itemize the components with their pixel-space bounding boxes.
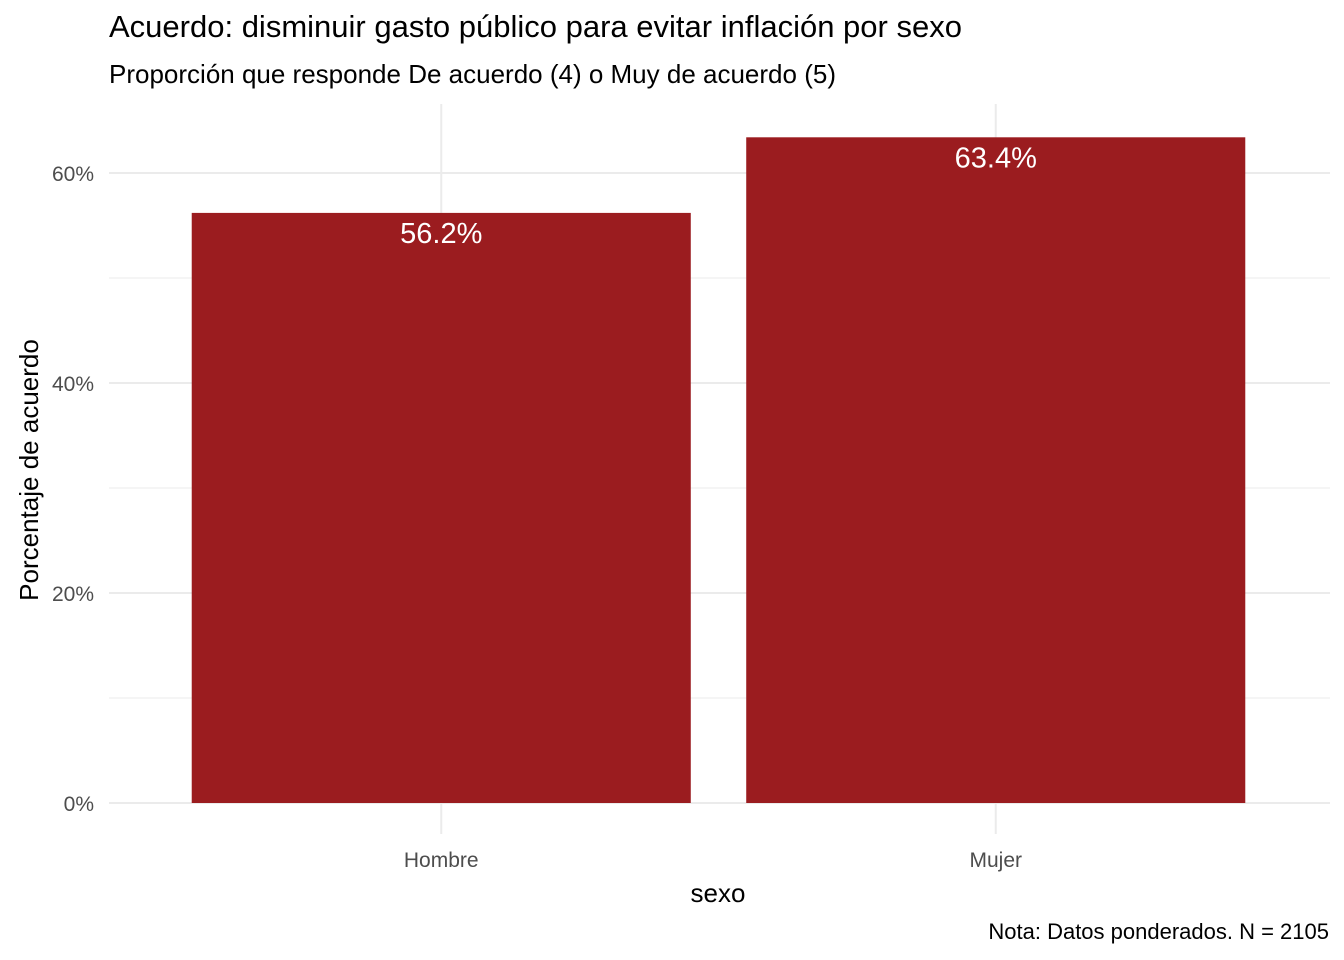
chart-title: Acuerdo: disminuir gasto público para ev… — [109, 9, 962, 44]
x-tick-label: Mujer — [969, 849, 1022, 872]
y-tick-labels: 0% 20% 40% 60% — [52, 163, 94, 816]
y-tick-label: 20% — [52, 583, 94, 606]
y-axis-title: Porcentaje de acuerdo — [14, 339, 44, 601]
chart-caption: Nota: Datos ponderados. N = 2105 — [988, 919, 1329, 944]
x-tick-labels: Hombre Mujer — [404, 849, 1022, 872]
bar-value-label: 56.2% — [400, 218, 482, 250]
x-axis-title: sexo — [691, 878, 746, 908]
chart-subtitle: Proporción que responde De acuerdo (4) o… — [109, 59, 836, 89]
y-tick-label: 60% — [52, 163, 94, 186]
bar-labels: 56.2% 63.4% — [400, 142, 1037, 250]
y-tick-label: 40% — [52, 373, 94, 396]
bar-mujer — [746, 137, 1246, 804]
bars — [191, 137, 1246, 804]
y-tick-label: 0% — [64, 793, 94, 816]
bar-value-label: 63.4% — [955, 142, 1037, 174]
x-tick-label: Hombre — [404, 849, 479, 872]
bar-hombre — [191, 212, 691, 803]
